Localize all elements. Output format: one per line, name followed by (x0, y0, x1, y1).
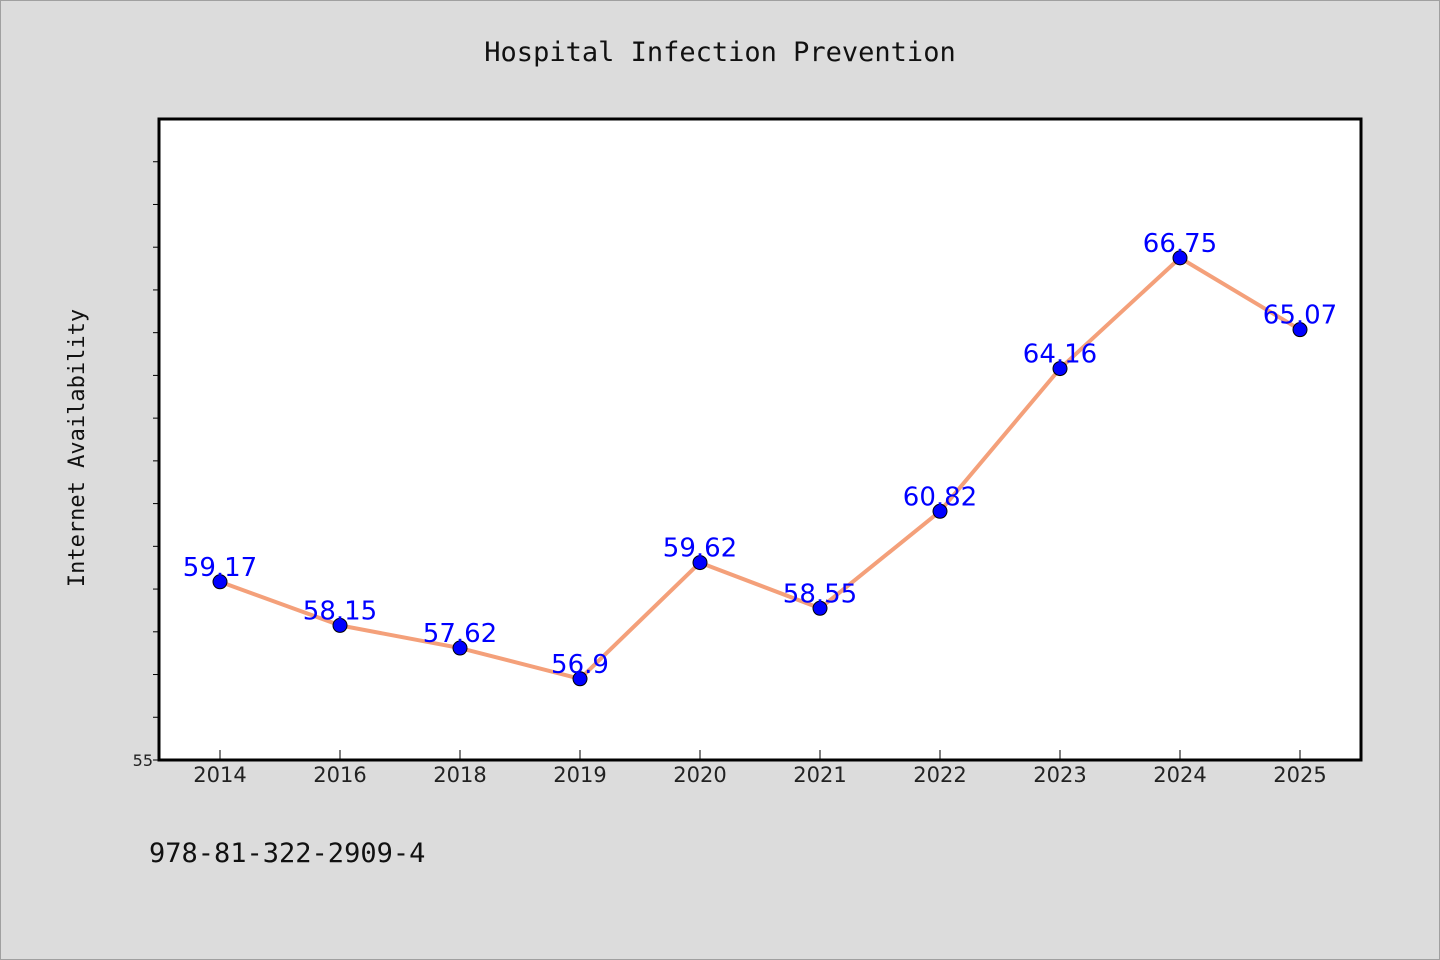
series-group: 59.17 58.15 57.62 56.9 59.62 58.55 60.82 64.16 6… (183, 229, 1337, 687)
data-point (1292, 322, 1308, 338)
data-point (812, 600, 828, 616)
series-line (219, 255, 1302, 681)
x-tick-label: 2023 (1033, 763, 1086, 787)
data-label: 58.55 (783, 579, 857, 609)
x-tick-label: 2022 (913, 763, 966, 787)
x-tick-label: 2014 (193, 763, 246, 787)
x-tick-label: 2019 (553, 763, 606, 787)
data-label: 59.17 (183, 553, 257, 583)
data-point (932, 503, 948, 519)
x-tick-label: 2018 (433, 763, 486, 787)
data-label: 56.9 (551, 650, 609, 680)
data-label: 59.62 (663, 534, 737, 564)
data-label: 58.15 (303, 596, 377, 626)
data-point (572, 671, 588, 687)
y-tick-label: 55 (133, 751, 153, 770)
x-tick-label: 2016 (313, 763, 366, 787)
data-label: 64.16 (1023, 340, 1097, 370)
x-tick-label: 2021 (793, 763, 846, 787)
chart-title: Hospital Infection Prevention (484, 37, 955, 68)
data-label: 66.75 (1143, 229, 1217, 259)
x-tick-label: 2024 (1153, 763, 1206, 787)
data-point (692, 555, 708, 571)
data-point (452, 640, 468, 656)
data-point (1052, 361, 1068, 377)
data-label: 65.07 (1263, 301, 1337, 331)
data-label: 60.82 (903, 482, 977, 512)
x-tick-label: 2020 (673, 763, 726, 787)
y-axis-ticks: 55 (133, 161, 159, 770)
x-tick-label: 2025 (1273, 763, 1326, 787)
x-axis-ticks: 2014 2016 2018 2019 2020 2021 2022 2023 2024 2025 (193, 750, 1327, 787)
y-axis-label: Internet Availability (65, 309, 90, 587)
data-point (332, 617, 348, 633)
data-point (1172, 250, 1188, 266)
plot-area (157, 117, 1363, 762)
data-point (212, 574, 228, 590)
footnote: 978-81-322-2909-4 (149, 838, 425, 869)
data-label: 57.62 (423, 619, 497, 649)
